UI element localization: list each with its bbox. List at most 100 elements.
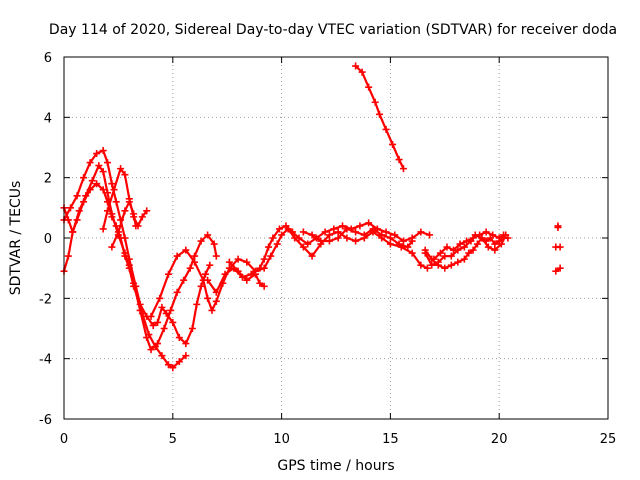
data-point: [204, 276, 212, 284]
data-point: [299, 228, 307, 236]
data-point: [265, 243, 273, 251]
data-point: [182, 352, 190, 360]
data-point: [191, 252, 199, 260]
data-point: [69, 228, 77, 236]
data-point: [339, 222, 347, 230]
data-point: [482, 228, 490, 236]
x-tick-label: 15: [382, 432, 399, 447]
data-point: [204, 231, 212, 239]
data-point: [295, 234, 303, 242]
data-point: [273, 240, 281, 248]
data-point: [149, 321, 157, 329]
data-point: [243, 258, 251, 266]
data-point: [138, 213, 146, 221]
data-point: [382, 125, 390, 133]
data-point: [460, 243, 468, 251]
data-point: [317, 237, 325, 245]
data-point: [256, 279, 264, 287]
data-point: [167, 306, 175, 314]
data-point: [186, 264, 194, 272]
data-point: [430, 255, 438, 263]
series-arc-5: [108, 198, 140, 251]
data-point: [428, 261, 436, 269]
data-point: [256, 264, 264, 272]
data-point: [73, 192, 81, 200]
data-point: [104, 207, 112, 215]
data-point: [64, 216, 72, 224]
data-point: [204, 294, 212, 302]
data-point: [251, 270, 259, 278]
data-point: [386, 240, 394, 248]
data-point: [352, 237, 360, 245]
data-point: [182, 340, 190, 348]
data-point: [369, 225, 377, 233]
data-point: [288, 228, 296, 236]
data-point: [491, 246, 499, 254]
data-point: [121, 207, 129, 215]
data-point: [556, 264, 564, 272]
data-point: [221, 270, 229, 278]
series-line: [102, 167, 148, 230]
data-point: [117, 165, 125, 173]
y-tick-label: 2: [44, 172, 52, 187]
chart-title: Day 114 of 2020, Sidereal Day-to-day VTE…: [49, 22, 617, 38]
data-point: [147, 312, 155, 320]
data-point: [382, 228, 390, 236]
data-point: [99, 168, 107, 176]
data-point: [130, 282, 138, 290]
y-tick-label: -2: [39, 292, 52, 307]
y-tick-label: -6: [39, 413, 52, 428]
data-point: [197, 282, 205, 290]
data-point: [447, 261, 455, 269]
x-tick-label: 0: [60, 432, 68, 447]
data-point: [278, 231, 286, 239]
data-point: [145, 331, 153, 339]
data-point: [130, 210, 138, 218]
data-point: [358, 68, 366, 76]
data-point: [132, 222, 140, 230]
data-point: [112, 222, 120, 230]
data-point: [173, 288, 181, 296]
data-point: [234, 255, 242, 263]
data-point: [158, 303, 166, 311]
data-point: [173, 252, 181, 260]
data-point: [325, 237, 333, 245]
series-arc-8: [225, 258, 268, 290]
data-point: [500, 231, 508, 239]
data-point: [365, 219, 373, 227]
data-point: [389, 140, 397, 148]
data-point: [225, 258, 233, 266]
data-point: [343, 225, 351, 233]
data-point: [210, 240, 218, 248]
data-point: [188, 325, 196, 332]
data-point: [175, 334, 183, 342]
data-point: [180, 276, 188, 284]
series-line: [62, 149, 187, 369]
data-point: [169, 318, 177, 326]
data-point: [417, 228, 425, 236]
data-point: [436, 249, 444, 257]
x-tick-label: 20: [491, 432, 508, 447]
data-point: [308, 252, 316, 260]
data-point: [169, 364, 177, 372]
data-point: [99, 186, 107, 194]
data-point: [365, 83, 373, 91]
data-point: [108, 213, 116, 221]
data-point: [208, 306, 216, 314]
data-point: [86, 186, 94, 194]
data-point: [554, 222, 562, 230]
data-point: [243, 276, 251, 284]
data-point: [143, 207, 151, 215]
data-point: [360, 231, 368, 239]
data-point: [99, 225, 107, 233]
data-point: [495, 234, 503, 242]
data-point: [191, 258, 199, 266]
data-point: [193, 300, 201, 308]
data-point: [88, 177, 96, 185]
data-point: [399, 165, 407, 173]
data-point: [423, 264, 431, 272]
series-arc-13: [430, 228, 508, 263]
data-point: [275, 225, 283, 233]
data-point: [476, 231, 484, 239]
data-point: [86, 159, 94, 167]
